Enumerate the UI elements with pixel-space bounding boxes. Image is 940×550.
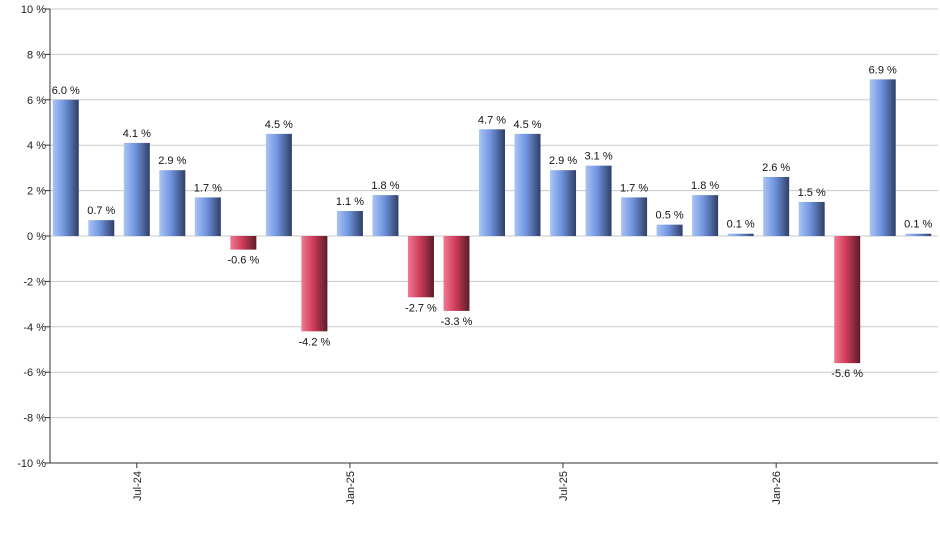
data-label: 2.9 %: [158, 155, 186, 167]
y-tick-label: -8 %: [23, 413, 46, 425]
data-label: 1.8 %: [691, 180, 719, 192]
bar: [159, 170, 186, 236]
y-tick-label: 10 %: [21, 4, 46, 16]
data-labels: 6.0 % 0.7 % 4.1 % 2.9 % 1.7 % -0.6 % 4.5 % -4.2…: [52, 64, 933, 380]
bar: [692, 195, 719, 236]
data-label: 1.7 %: [194, 182, 222, 194]
x-tick-label: Jan-26: [771, 471, 783, 505]
data-label: 2.9 %: [549, 155, 577, 167]
y-tick-label: 4 %: [27, 140, 46, 152]
bar: [230, 236, 257, 250]
axes: [49, 9, 938, 464]
bar: [479, 129, 505, 236]
x-axis-ticks: Jul-24 Jan-25 Jul-25 Jan-26: [132, 463, 783, 505]
bar: [372, 195, 399, 236]
y-tick-label: 2 %: [27, 186, 46, 198]
data-label: 0.5 %: [656, 210, 684, 222]
y-tick-label: -6 %: [23, 367, 46, 379]
y-tick-label: 0 %: [27, 231, 46, 243]
bar: [88, 220, 115, 236]
data-label: 4.7 %: [478, 114, 506, 126]
y-tick-label: 8 %: [27, 49, 46, 61]
data-label: 6.9 %: [869, 64, 897, 76]
data-label: 0.1 %: [727, 219, 755, 231]
y-tick-label: -10 %: [17, 458, 46, 470]
bar: [443, 236, 470, 311]
data-label: -4.2 %: [299, 336, 331, 348]
y-tick-label: -4 %: [23, 322, 46, 334]
bar: [550, 170, 577, 236]
x-tick-label: Jan-25: [345, 471, 357, 505]
y-tick-label: -2 %: [23, 276, 46, 288]
bar: [834, 236, 861, 364]
bar: [869, 79, 896, 237]
y-tick-label: 6 %: [27, 95, 46, 107]
bar: [265, 133, 292, 236]
bar: [301, 236, 328, 332]
bar: [585, 165, 612, 236]
bar: [514, 133, 541, 236]
data-label: -5.6 %: [831, 368, 863, 380]
bar: [763, 176, 790, 236]
data-label: -0.6 %: [227, 255, 259, 267]
data-label: 1.8 %: [371, 180, 399, 192]
data-label: 4.5 %: [265, 119, 293, 131]
data-label: 3.1 %: [584, 151, 612, 163]
bar: [194, 197, 221, 236]
data-label: 1.1 %: [336, 196, 364, 208]
bar: [798, 201, 825, 236]
bar: [905, 233, 932, 236]
data-label: 0.7 %: [87, 205, 115, 217]
bars: [52, 79, 932, 364]
x-tick-label: Jul-25: [558, 471, 570, 501]
bar: [656, 224, 683, 236]
x-tick-label: Jul-24: [132, 471, 144, 501]
data-label: 4.5 %: [513, 119, 541, 131]
data-label: -3.3 %: [441, 316, 473, 328]
bar: [336, 211, 363, 236]
data-label: 2.6 %: [762, 162, 790, 174]
data-label: 1.5 %: [798, 187, 826, 199]
bar: [727, 233, 754, 236]
data-label: 6.0 %: [52, 85, 80, 97]
bar: [407, 236, 434, 298]
bar: [621, 197, 648, 236]
data-label: 1.7 %: [620, 182, 648, 194]
data-label: 4.1 %: [123, 128, 151, 140]
bar: [52, 99, 79, 236]
y-axis-ticks: -10 % -8 % -6 % -4 % -2 % 0 % 2 % 4 % 6 % 8 % 10 %: [17, 4, 50, 470]
bar: [123, 142, 150, 236]
data-label: 0.1 %: [904, 219, 932, 231]
data-label: -2.7 %: [405, 302, 437, 314]
